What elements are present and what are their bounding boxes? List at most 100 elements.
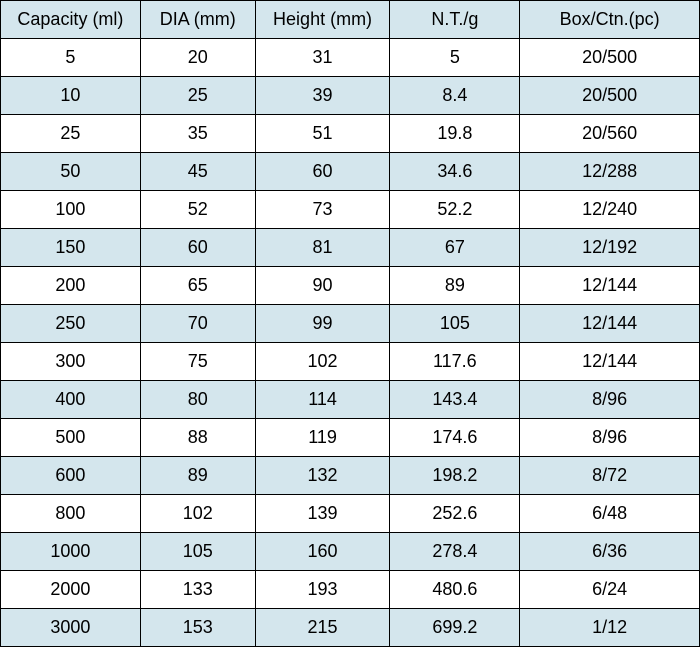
cell-boxctn: 12/192 [520,229,700,267]
cell-height: 215 [255,609,390,647]
table-row: 5 20 31 5 20/500 [1,39,700,77]
table-row: 100 52 73 52.2 12/240 [1,191,700,229]
cell-dia: 75 [140,343,255,381]
cell-boxctn: 8/96 [520,381,700,419]
cell-nt: 34.6 [390,153,520,191]
table-header: Capacity (ml) DIA (mm) Height (mm) N.T./… [1,1,700,39]
cell-capacity: 600 [1,457,141,495]
column-header-boxctn: Box/Ctn.(pc) [520,1,700,39]
cell-height: 31 [255,39,390,77]
cell-boxctn: 20/500 [520,77,700,115]
cell-dia: 20 [140,39,255,77]
cell-capacity: 3000 [1,609,141,647]
cell-height: 132 [255,457,390,495]
cell-boxctn: 12/144 [520,267,700,305]
cell-height: 90 [255,267,390,305]
specifications-table: Capacity (ml) DIA (mm) Height (mm) N.T./… [0,0,700,647]
cell-capacity: 100 [1,191,141,229]
column-header-nt: N.T./g [390,1,520,39]
cell-capacity: 300 [1,343,141,381]
cell-dia: 45 [140,153,255,191]
table-row: 25 35 51 19.8 20/560 [1,115,700,153]
cell-boxctn: 20/560 [520,115,700,153]
cell-nt: 52.2 [390,191,520,229]
cell-height: 139 [255,495,390,533]
column-header-height: Height (mm) [255,1,390,39]
cell-boxctn: 6/48 [520,495,700,533]
cell-height: 193 [255,571,390,609]
cell-height: 81 [255,229,390,267]
cell-dia: 153 [140,609,255,647]
table-row: 400 80 114 143.4 8/96 [1,381,700,419]
cell-dia: 105 [140,533,255,571]
cell-height: 39 [255,77,390,115]
cell-capacity: 5 [1,39,141,77]
column-header-dia: DIA (mm) [140,1,255,39]
table-row: 150 60 81 67 12/192 [1,229,700,267]
cell-height: 99 [255,305,390,343]
table-row: 3000 153 215 699.2 1/12 [1,609,700,647]
table-row: 200 65 90 89 12/144 [1,267,700,305]
table-row: 800 102 139 252.6 6/48 [1,495,700,533]
cell-height: 160 [255,533,390,571]
cell-nt: 198.2 [390,457,520,495]
cell-height: 102 [255,343,390,381]
cell-dia: 35 [140,115,255,153]
cell-dia: 89 [140,457,255,495]
cell-capacity: 25 [1,115,141,153]
cell-capacity: 250 [1,305,141,343]
cell-capacity: 150 [1,229,141,267]
cell-height: 119 [255,419,390,457]
cell-boxctn: 12/144 [520,305,700,343]
cell-dia: 70 [140,305,255,343]
cell-capacity: 2000 [1,571,141,609]
table-row: 500 88 119 174.6 8/96 [1,419,700,457]
cell-nt: 174.6 [390,419,520,457]
cell-nt: 19.8 [390,115,520,153]
table-row: 600 89 132 198.2 8/72 [1,457,700,495]
cell-height: 114 [255,381,390,419]
cell-boxctn: 6/36 [520,533,700,571]
cell-boxctn: 12/144 [520,343,700,381]
cell-nt: 67 [390,229,520,267]
cell-nt: 105 [390,305,520,343]
cell-nt: 143.4 [390,381,520,419]
cell-nt: 278.4 [390,533,520,571]
cell-capacity: 1000 [1,533,141,571]
cell-nt: 699.2 [390,609,520,647]
cell-boxctn: 8/72 [520,457,700,495]
table-row: 250 70 99 105 12/144 [1,305,700,343]
cell-boxctn: 12/240 [520,191,700,229]
cell-height: 60 [255,153,390,191]
table-row: 10 25 39 8.4 20/500 [1,77,700,115]
cell-height: 51 [255,115,390,153]
cell-nt: 252.6 [390,495,520,533]
header-row: Capacity (ml) DIA (mm) Height (mm) N.T./… [1,1,700,39]
cell-capacity: 800 [1,495,141,533]
cell-capacity: 10 [1,77,141,115]
cell-nt: 8.4 [390,77,520,115]
cell-dia: 60 [140,229,255,267]
table-row: 1000 105 160 278.4 6/36 [1,533,700,571]
cell-nt: 480.6 [390,571,520,609]
cell-boxctn: 8/96 [520,419,700,457]
cell-nt: 117.6 [390,343,520,381]
table-row: 300 75 102 117.6 12/144 [1,343,700,381]
table-row: 2000 133 193 480.6 6/24 [1,571,700,609]
table-body: 5 20 31 5 20/500 10 25 39 8.4 20/500 25 … [1,39,700,647]
cell-dia: 102 [140,495,255,533]
cell-dia: 80 [140,381,255,419]
cell-boxctn: 6/24 [520,571,700,609]
cell-height: 73 [255,191,390,229]
cell-capacity: 500 [1,419,141,457]
cell-dia: 52 [140,191,255,229]
cell-dia: 65 [140,267,255,305]
cell-capacity: 50 [1,153,141,191]
cell-capacity: 400 [1,381,141,419]
cell-nt: 5 [390,39,520,77]
table-row: 50 45 60 34.6 12/288 [1,153,700,191]
cell-dia: 133 [140,571,255,609]
cell-capacity: 200 [1,267,141,305]
cell-dia: 25 [140,77,255,115]
cell-boxctn: 1/12 [520,609,700,647]
